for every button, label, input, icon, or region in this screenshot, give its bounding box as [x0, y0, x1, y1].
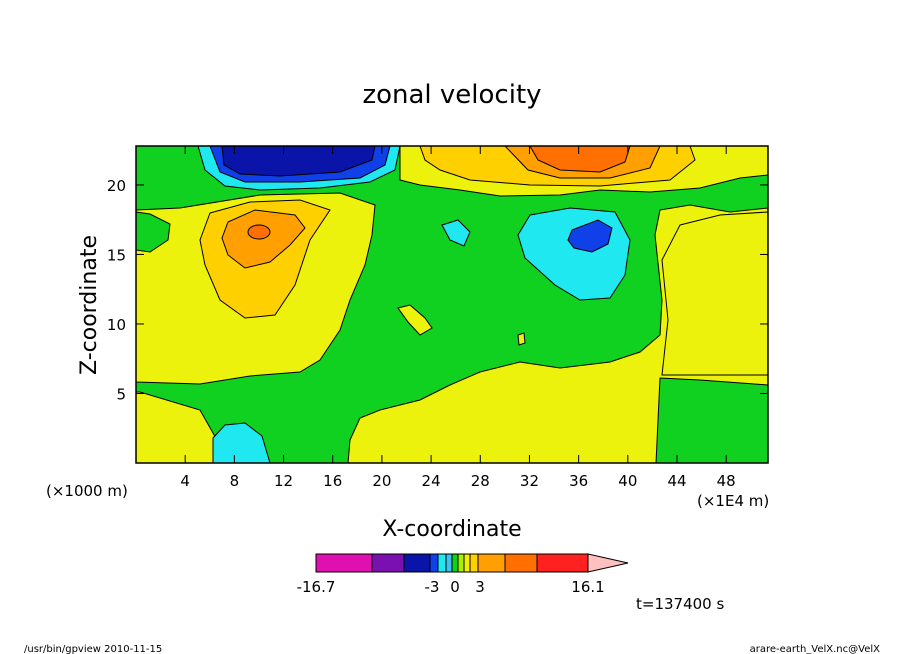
colorbar-segment	[315, 553, 373, 573]
y-tick-label: 15	[107, 246, 126, 264]
colorbar-segment	[445, 553, 453, 573]
colorbar-label: 16.1	[571, 578, 604, 596]
contour-yellow-speck	[517, 332, 526, 346]
colorbar-segment	[457, 553, 465, 573]
x-tick-label: 44	[667, 472, 686, 490]
contour-warm-left-inner	[221, 209, 306, 269]
x-tick-label: 48	[717, 472, 736, 490]
y-tick-label: 10	[107, 316, 126, 334]
x-unit-left: (×1000 m)	[46, 482, 128, 500]
colorbar-label: 3	[475, 578, 485, 596]
colorbar-label: -3	[425, 578, 440, 596]
colorbar-label: 0	[450, 578, 460, 596]
x-ticks: 4 8 12 16 20 24 28 32 36 40 44 48	[180, 146, 736, 490]
contour-yellow-right-lower	[661, 211, 768, 376]
contour-cold-bottom	[212, 422, 271, 463]
x-tick-label: 24	[422, 472, 441, 490]
colorbar-segment	[437, 553, 447, 573]
colorbar-segment	[504, 553, 538, 573]
contour-warm-top-right-core	[529, 146, 631, 173]
x-axis-label: X-coordinate	[382, 517, 521, 542]
x-tick-label: 8	[230, 472, 240, 490]
colorbar-segment	[469, 553, 479, 573]
x-tick-label: 40	[618, 472, 637, 490]
colorbar-segment	[536, 553, 589, 573]
contour-warm-left-core	[247, 224, 271, 240]
colorbar-segment	[477, 553, 506, 573]
colorbar-segment	[403, 553, 431, 573]
contour-cold-right-core	[567, 219, 613, 253]
contour-green-bottom-right	[655, 377, 768, 463]
contour-cold-small	[441, 219, 471, 247]
x-tick-label: 12	[274, 472, 293, 490]
colorbar-segment	[371, 553, 405, 573]
x-tick-label: 16	[323, 472, 342, 490]
time-label: t=137400 s	[636, 595, 724, 613]
x-tick-label: 32	[520, 472, 539, 490]
y-axis-label: Z-coordinate	[77, 235, 102, 375]
x-tick-label: 4	[180, 472, 190, 490]
colorbar-segment	[451, 553, 459, 573]
chart-title: zonal velocity	[362, 80, 541, 110]
colorbar-label: -16.7	[297, 578, 336, 596]
footer-left: /usr/bin/gpview 2010-11-15	[24, 644, 162, 654]
colorbar-labels: -16.7 -3 0 3 16.1	[297, 578, 605, 596]
contour-yellow-island	[397, 304, 433, 336]
contour-green-left-lobe	[136, 211, 171, 253]
footer-right: arare-earth_VelX.nc@VelX	[750, 644, 881, 654]
y-ticks: 5 10 15 20	[107, 177, 768, 403]
contour-cold-top-core	[221, 146, 376, 177]
x-tick-label: 36	[569, 472, 588, 490]
x-tick-label: 20	[372, 472, 391, 490]
y-tick-label: 5	[116, 385, 126, 403]
colorbar	[315, 553, 629, 573]
x-unit-right: (×1E4 m)	[697, 492, 769, 510]
plot-frame	[135, 145, 769, 464]
colorbar-arrow	[587, 553, 629, 573]
colorbar-segment	[463, 553, 471, 573]
y-tick-label: 20	[107, 177, 126, 195]
x-tick-label: 28	[471, 472, 490, 490]
colorbar-segment	[429, 553, 439, 573]
